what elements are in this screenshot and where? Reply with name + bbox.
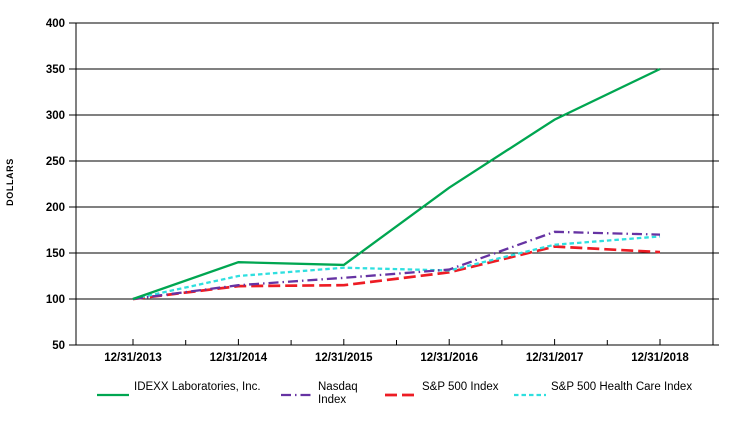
y-tick-label: 100 — [46, 294, 65, 306]
series-line-idexx-laboratories-inc — [132, 67, 661, 301]
y-tick-label: 200 — [46, 202, 65, 214]
x-tick-label: 12/31/2014 — [210, 352, 268, 364]
legend-swatch-s-p-500-index — [385, 385, 417, 403]
x-tick-label: 12/31/2016 — [420, 352, 478, 364]
y-tick-label: 50 — [52, 340, 65, 352]
y-tick-label: 350 — [46, 64, 65, 76]
x-tick-label: 12/31/2015 — [315, 352, 373, 364]
y-tick-label: 250 — [46, 156, 65, 168]
legend-item-s-p-500-health-care-index: S&P 500 Health Care Index — [514, 381, 692, 403]
x-tick-label: 12/31/2013 — [104, 352, 162, 364]
legend-item-nasdaq-index: Nasdaq Index — [281, 381, 370, 407]
y-tick-label: 300 — [46, 110, 65, 122]
y-tick-label: 150 — [46, 248, 65, 260]
x-tick-label: 12/31/2017 — [526, 352, 584, 364]
legend-item-s-p-500-index: S&P 500 Index — [385, 381, 499, 403]
chart-legend: IDEXX Laboratories, Inc. Nasdaq Index S&P … — [0, 381, 730, 417]
legend-item-idexx-laboratories-inc: IDEXX Laboratories, Inc. — [97, 381, 261, 403]
y-axis-title: DOLLARS — [5, 158, 15, 206]
series-line-s-p-500-health-care-index — [132, 235, 661, 301]
x-tick-label: 12/31/2018 — [631, 352, 689, 364]
y-tick-label: 400 — [46, 18, 65, 30]
legend-swatch-s-p-500-health-care-index — [514, 385, 546, 403]
legend-swatch-nasdaq-index — [281, 385, 313, 403]
legend-label: Nasdaq Index — [318, 381, 358, 406]
legend-swatch-idexx-laboratories-inc — [97, 385, 129, 403]
series-line-s-p-500-index — [132, 245, 661, 301]
legend-label: S&P 500 Index — [422, 381, 499, 393]
legend-label: IDEXX Laboratories, Inc. — [134, 381, 261, 393]
legend-label: S&P 500 Health Care Index — [551, 381, 693, 393]
